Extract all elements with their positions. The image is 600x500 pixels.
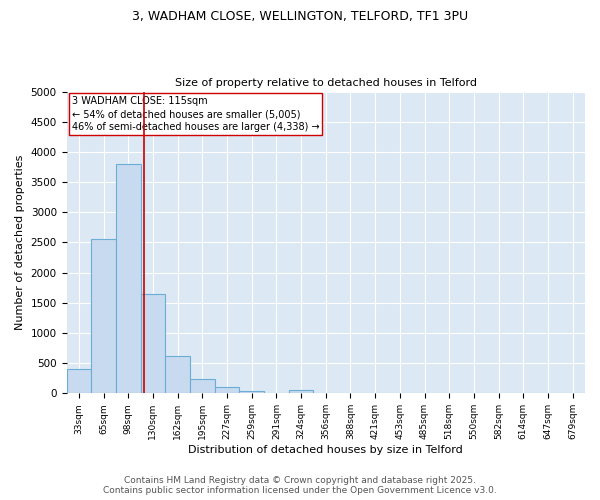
Bar <box>140 294 165 394</box>
Bar <box>91 240 116 394</box>
Title: Size of property relative to detached houses in Telford: Size of property relative to detached ho… <box>175 78 477 88</box>
Bar <box>116 164 140 394</box>
Bar <box>190 379 215 394</box>
Y-axis label: Number of detached properties: Number of detached properties <box>15 155 25 330</box>
X-axis label: Distribution of detached houses by size in Telford: Distribution of detached houses by size … <box>188 445 463 455</box>
Text: Contains HM Land Registry data © Crown copyright and database right 2025.
Contai: Contains HM Land Registry data © Crown c… <box>103 476 497 495</box>
Bar <box>289 390 313 394</box>
Text: 3, WADHAM CLOSE, WELLINGTON, TELFORD, TF1 3PU: 3, WADHAM CLOSE, WELLINGTON, TELFORD, TF… <box>132 10 468 23</box>
Bar <box>67 369 91 394</box>
Text: 3 WADHAM CLOSE: 115sqm
← 54% of detached houses are smaller (5,005)
46% of semi-: 3 WADHAM CLOSE: 115sqm ← 54% of detached… <box>72 96 319 132</box>
Bar <box>239 390 264 394</box>
Bar <box>215 388 239 394</box>
Bar <box>165 356 190 394</box>
